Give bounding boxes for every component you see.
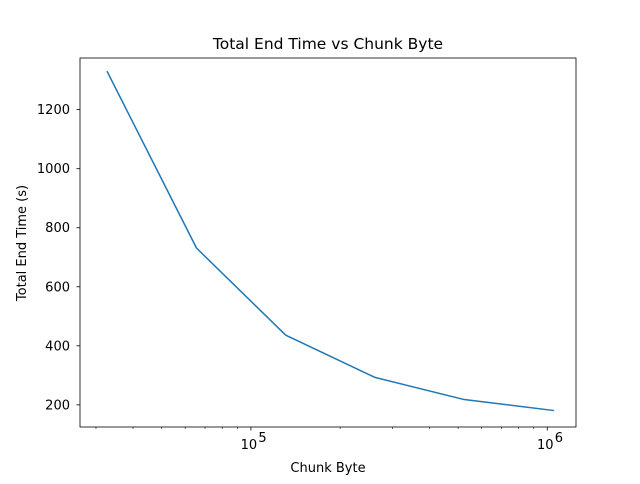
x-tick-label-base: 10	[241, 438, 258, 453]
y-tick-label: 1200	[37, 103, 70, 118]
y-tick-label: 200	[45, 398, 70, 413]
y-tick-label: 800	[45, 221, 70, 236]
x-tick-label-base: 10	[537, 438, 554, 453]
chart-title: Total End Time vs Chunk Byte	[212, 35, 443, 53]
y-axis-label: Total End Time (s)	[15, 185, 30, 302]
x-axis-label: Chunk Byte	[290, 461, 365, 476]
x-tick-label-exponent: 5	[258, 431, 266, 446]
x-tick-label-exponent: 6	[555, 431, 563, 446]
y-tick-label: 400	[45, 339, 70, 354]
y-tick-label: 600	[45, 280, 70, 295]
y-tick-label: 1000	[37, 162, 70, 177]
